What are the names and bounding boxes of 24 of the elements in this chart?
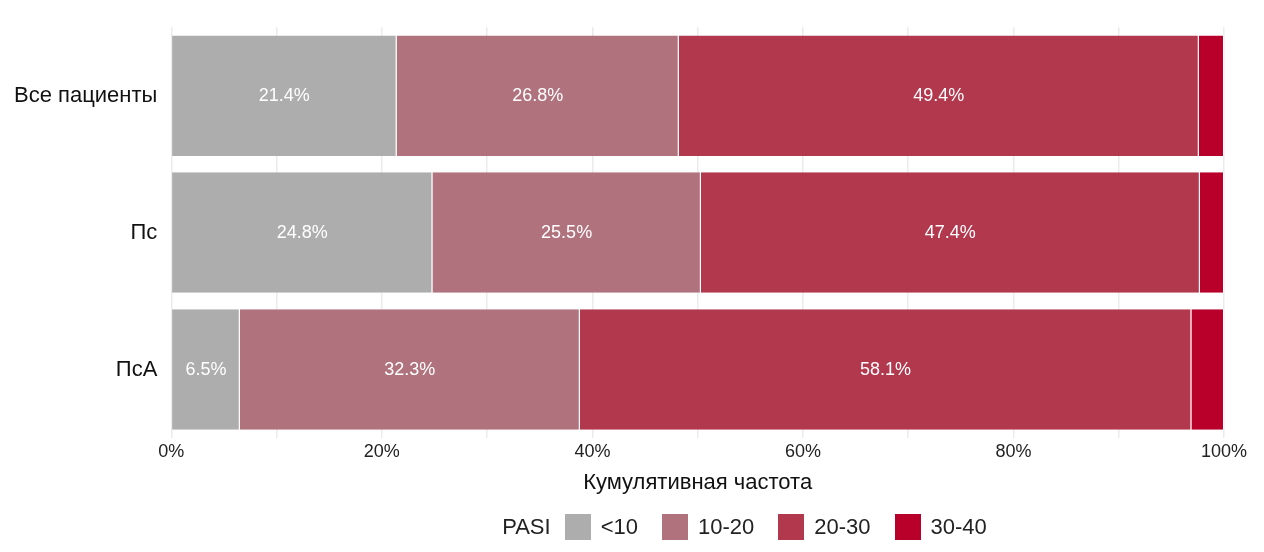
data-label: 32.3% xyxy=(384,358,436,379)
x-tick-label: 20% xyxy=(363,440,400,461)
x-tick-label: 60% xyxy=(784,440,821,461)
legend-label: 20-30 xyxy=(814,514,871,540)
data-label: 47.4% xyxy=(924,221,976,242)
data-label: 24.8% xyxy=(276,221,328,242)
x-tick-label: 80% xyxy=(995,440,1032,461)
data-label: 26.8% xyxy=(512,84,564,105)
y-tick-label: Пс xyxy=(130,218,158,244)
data-label: 49.4% xyxy=(913,84,965,105)
legend-label: <10 xyxy=(600,514,638,540)
data-label: 21.4% xyxy=(258,84,310,105)
data-label: 25.5% xyxy=(541,221,593,242)
legend-label: 30-40 xyxy=(930,514,987,540)
y-tick-label: Все пациенты xyxy=(13,81,158,107)
data-label: 58.1% xyxy=(860,358,912,379)
y-tick-label: ПсА xyxy=(115,355,158,381)
x-tick-label: 100% xyxy=(1200,440,1248,461)
x-tick-label: 0% xyxy=(158,440,185,461)
legend-title: PASI xyxy=(502,514,551,540)
x-axis-title: Кумулятивная частота xyxy=(583,468,813,494)
data-label: 6.5% xyxy=(185,358,227,379)
x-tick-label: 40% xyxy=(574,440,611,461)
legend-label: 10-20 xyxy=(698,514,755,540)
